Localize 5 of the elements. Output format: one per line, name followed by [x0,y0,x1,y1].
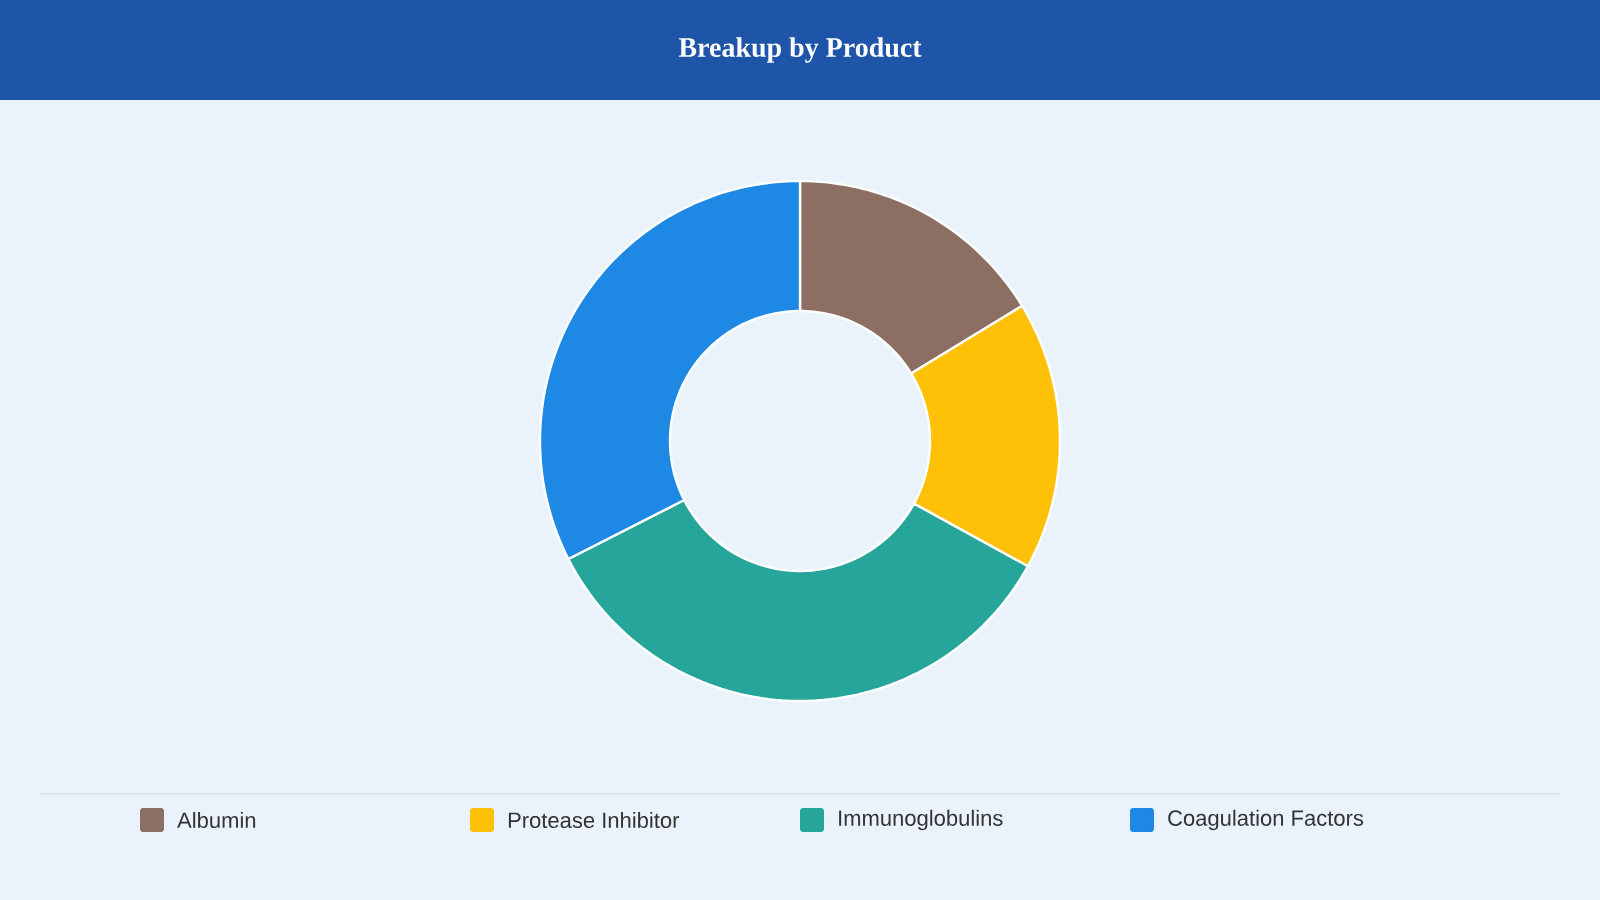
chart-title: Breakup by Product [678,37,922,63]
legend-label: Albumin [177,811,256,829]
legend-label: Coagulation Factors [1168,809,1364,831]
legend-label: Protease Inhibitor [508,811,680,829]
legend-label: Immunoglobulins [839,809,1003,831]
